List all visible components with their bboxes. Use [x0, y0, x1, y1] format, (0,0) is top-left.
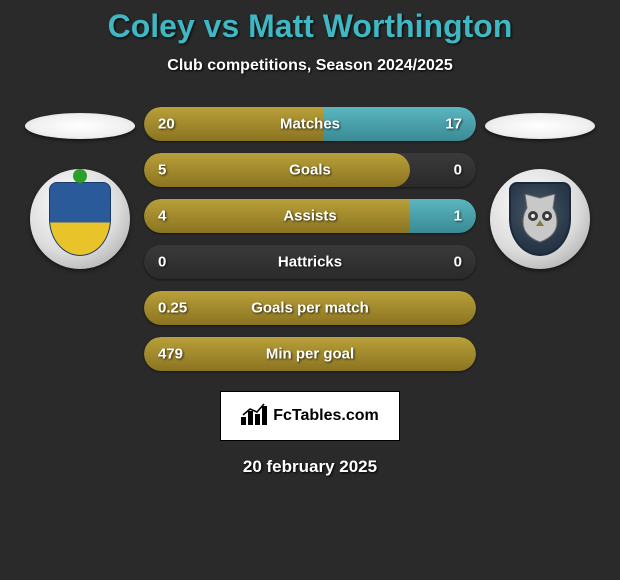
stat-bars: 20 Matches 17 5 Goals 0 4 Assists 1 0 Hattricks 0 0.…: [140, 107, 480, 371]
stat-value-right: 1: [454, 208, 462, 225]
stat-label: Hattricks: [278, 254, 342, 271]
stat-bar-fill-left: [144, 199, 410, 233]
left-player-column: [20, 107, 140, 269]
footer-date: 20 february 2025: [0, 457, 620, 477]
stat-label: Assists: [283, 208, 336, 225]
stat-value-left: 5: [158, 162, 166, 179]
shield-icon: [509, 182, 571, 256]
comparison-infographic: Coley vs Matt Worthington Club competiti…: [0, 0, 620, 477]
stat-bar-fill-left: [144, 153, 410, 187]
stat-label: Goals per match: [251, 300, 369, 317]
stat-value-left: 0: [158, 254, 166, 271]
stat-bar: 5 Goals 0: [144, 153, 476, 187]
stat-value-right: 0: [454, 254, 462, 271]
owl-icon: [517, 194, 563, 244]
stat-label: Goals: [289, 162, 331, 179]
stat-value-right: 17: [445, 116, 462, 133]
left-club-crest: [30, 169, 130, 269]
stat-bar-fill-right: [410, 199, 476, 233]
page-subtitle: Club competitions, Season 2024/2025: [0, 57, 620, 75]
stat-label: Min per goal: [266, 346, 354, 363]
stat-value-left: 4: [158, 208, 166, 225]
stat-value-left: 20: [158, 116, 175, 133]
shield-icon: [49, 182, 111, 256]
right-player-ellipse: [485, 113, 595, 139]
brand-text: FcTables.com: [273, 407, 379, 425]
stat-label: Matches: [280, 116, 340, 133]
bars-icon: [241, 403, 267, 430]
brand-badge: FcTables.com: [220, 391, 400, 441]
stat-bar: 20 Matches 17: [144, 107, 476, 141]
right-club-crest: [490, 169, 590, 269]
page-title: Coley vs Matt Worthington: [0, 8, 620, 45]
stat-bar: 0.25 Goals per match: [144, 291, 476, 325]
stat-value-left: 479: [158, 346, 183, 363]
stat-bar: 479 Min per goal: [144, 337, 476, 371]
stat-bar: 4 Assists 1: [144, 199, 476, 233]
left-player-ellipse: [25, 113, 135, 139]
main-row: 20 Matches 17 5 Goals 0 4 Assists 1 0 Hattricks 0 0.…: [0, 107, 620, 371]
right-player-column: [480, 107, 600, 269]
stat-value-right: 0: [454, 162, 462, 179]
crest-ornament-icon: [73, 169, 87, 183]
stat-value-left: 0.25: [158, 300, 187, 317]
stat-bar: 0 Hattricks 0: [144, 245, 476, 279]
